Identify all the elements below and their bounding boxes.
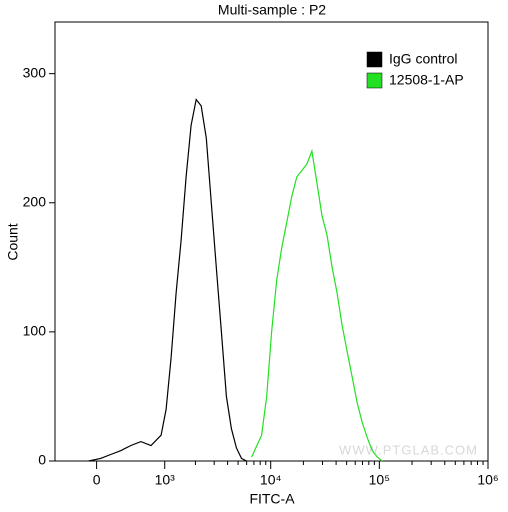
watermark: WWW.PTGLAB.COM [339,442,478,457]
legend-label: 12508-1-AP [389,72,464,88]
x-axis-label: FITC-A [249,491,295,507]
y-tick-label: 100 [23,323,47,339]
x-tick-label: 10⁶ [477,472,498,488]
legend-swatch [366,51,383,68]
x-tick-label: 10³ [155,472,176,488]
legend-label: IgG control [389,51,457,67]
y-axis-label: Count [5,223,21,260]
y-tick-label: 300 [23,64,47,80]
y-tick-label: 200 [23,193,47,209]
histogram-line [251,148,383,462]
x-tick-label: 10⁵ [369,472,390,488]
x-tick-label: 10⁴ [260,472,282,488]
legend-swatch [366,72,383,89]
histogram-line [88,98,247,462]
plot-frame [54,21,489,462]
y-tick-label: 0 [38,452,46,468]
x-tick-label: 0 [93,472,101,488]
chart-title: Multi-sample : P2 [218,2,326,18]
